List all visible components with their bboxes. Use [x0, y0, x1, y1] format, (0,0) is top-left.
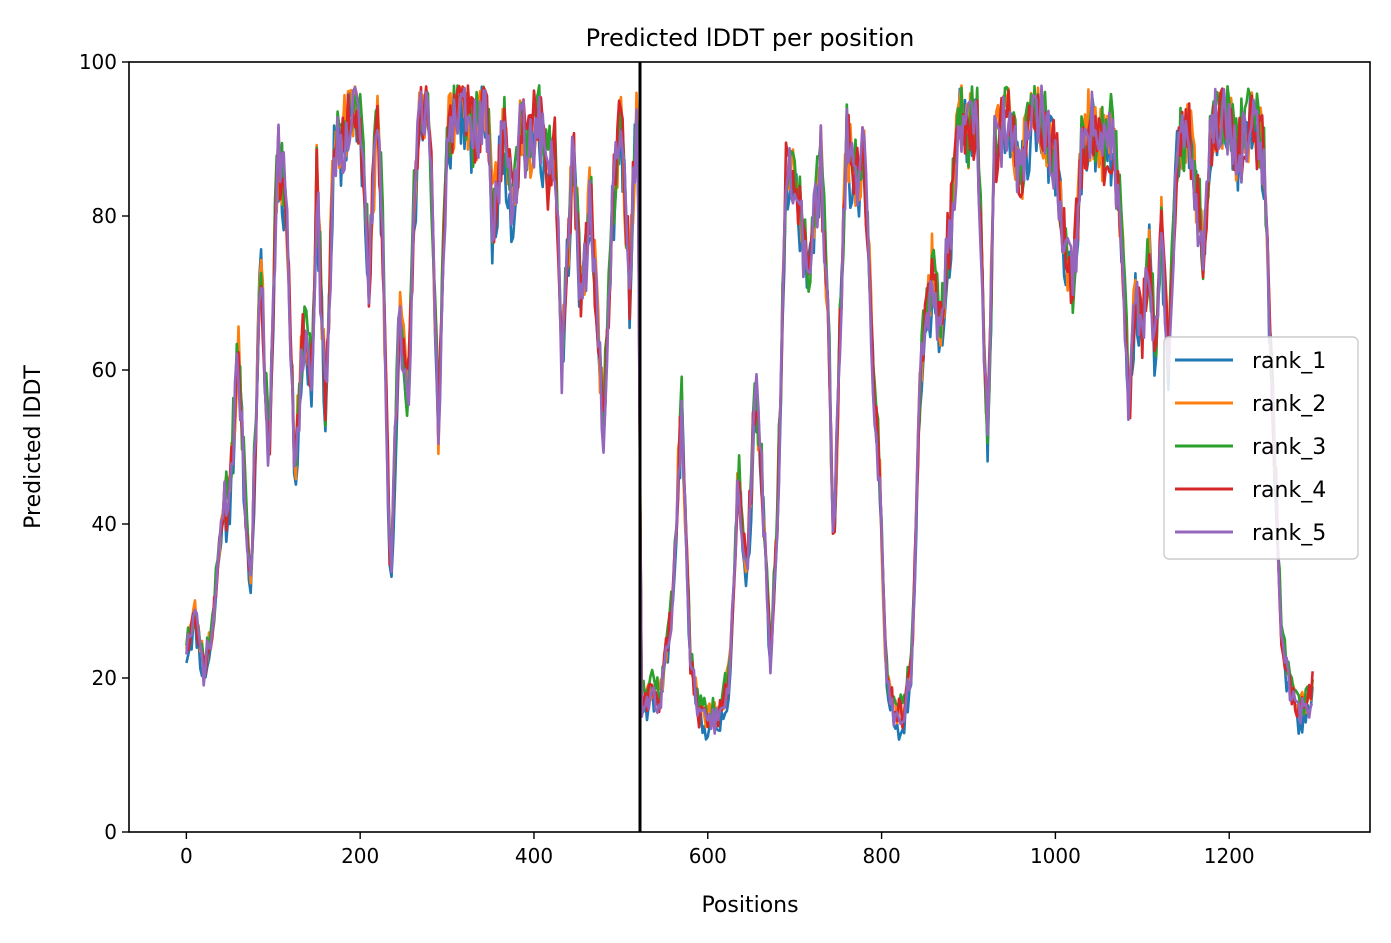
y-axis-label: Predicted lDDT [21, 365, 46, 529]
x-tick-label: 0 [180, 844, 193, 868]
legend-label-rank_5: rank_5 [1252, 521, 1326, 546]
x-tick-label: 1200 [1204, 844, 1255, 868]
x-tick-label: 1000 [1030, 844, 1081, 868]
series-line-rank_1 [185, 85, 1314, 741]
x-tick-label: 800 [863, 844, 901, 868]
legend: rank_1 rank_2 rank_3 rank_4 rank_5 [1163, 336, 1359, 560]
x-tick-label: 200 [341, 844, 379, 868]
y-tick-label: 80 [92, 204, 117, 228]
legend-label-rank_1: rank_1 [1252, 349, 1326, 374]
chart-title: Predicted lDDT per position [586, 24, 915, 52]
y-tick-label: 40 [92, 512, 117, 536]
y-tick-label: 100 [79, 50, 117, 74]
x-axis-label: Positions [701, 893, 798, 918]
legend-box [1163, 336, 1359, 560]
legend-label-rank_4: rank_4 [1252, 478, 1326, 503]
plot-frame [128, 61, 1371, 833]
legend-label-rank_2: rank_2 [1252, 392, 1326, 417]
x-axis-ticks: 0 200 400 600 800 1000 1200 [180, 832, 1255, 868]
legend-label-rank_3: rank_3 [1252, 435, 1326, 460]
series-line-rank_5 [185, 84, 1314, 735]
series-layer [185, 84, 1314, 741]
x-tick-label: 400 [515, 844, 553, 868]
series-line-rank_2 [185, 84, 1314, 729]
x-tick-label: 600 [689, 844, 727, 868]
series-line-rank_3 [185, 84, 1314, 728]
series-line-rank_4 [185, 84, 1314, 731]
y-tick-label: 20 [92, 666, 117, 690]
y-tick-label: 0 [104, 820, 117, 844]
y-axis-ticks: 0 20 40 60 80 100 [79, 50, 129, 844]
y-tick-label: 60 [92, 358, 117, 382]
